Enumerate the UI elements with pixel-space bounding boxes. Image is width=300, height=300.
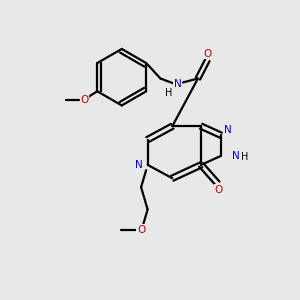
Text: O: O <box>215 185 223 195</box>
Text: N: N <box>174 79 182 89</box>
Text: H: H <box>242 152 249 162</box>
Text: O: O <box>81 94 89 105</box>
Text: H: H <box>164 88 172 98</box>
Text: N: N <box>135 160 143 170</box>
Text: N: N <box>232 151 239 161</box>
Text: O: O <box>137 225 145 235</box>
Text: O: O <box>203 49 211 58</box>
Text: N: N <box>224 125 232 135</box>
